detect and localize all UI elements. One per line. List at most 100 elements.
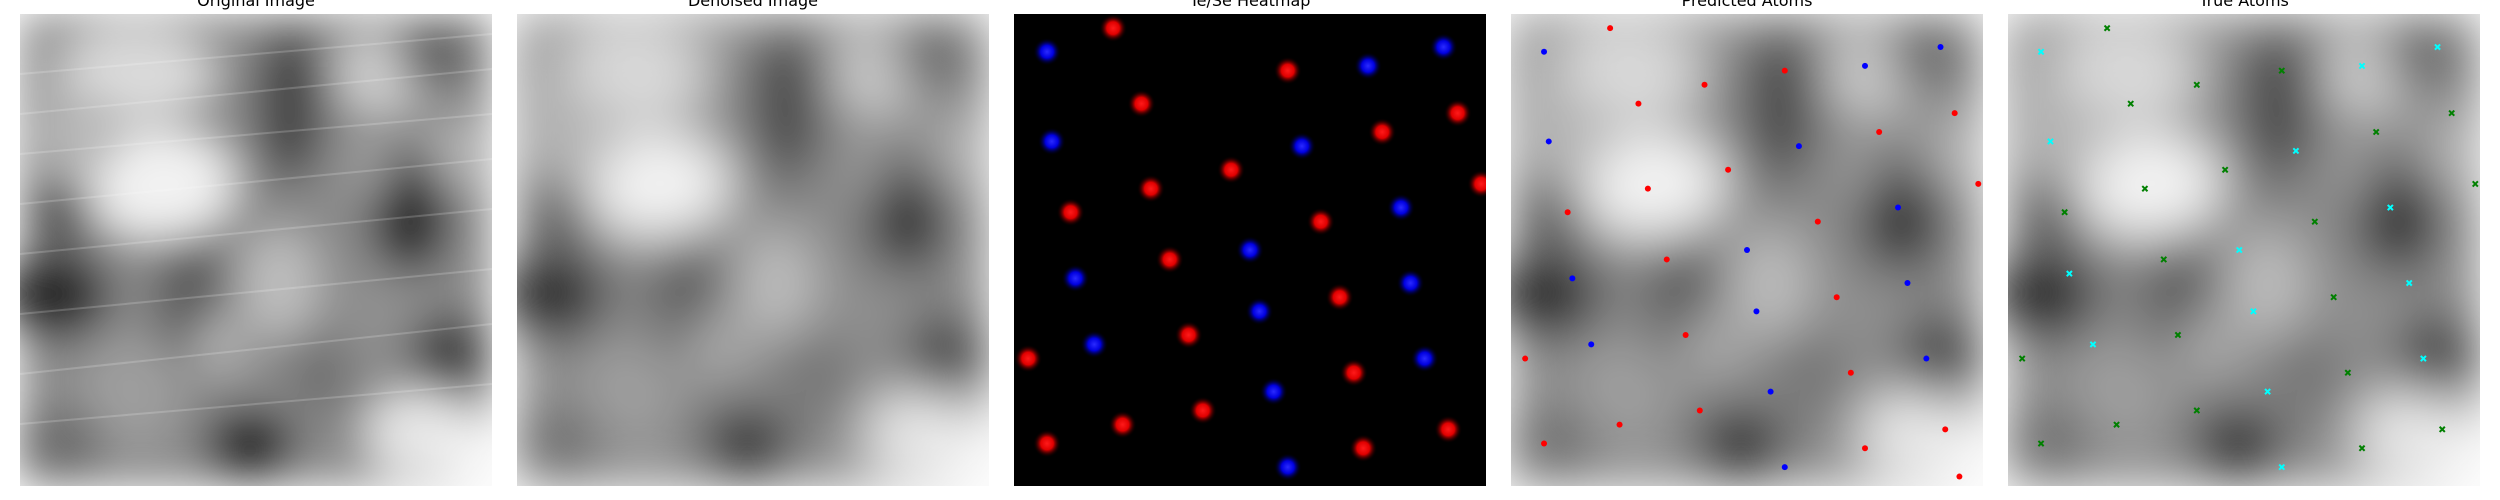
predicted-te-atom (1876, 129, 1883, 135)
predicted-te-atom (1663, 256, 1670, 263)
predicted-se-atom (1545, 138, 1552, 145)
panel-title: Denoised Image (687, 0, 819, 10)
heatmap-te-atom (1339, 358, 1368, 387)
heatmap-te-atom (1014, 344, 1043, 373)
predicted-te-atom (1847, 369, 1854, 376)
predicted-te-atom (1541, 440, 1548, 447)
heatmap-te-atom (1136, 174, 1165, 203)
predicted-te-atom (1682, 331, 1689, 338)
predicted-se-atom (1744, 247, 1750, 253)
predicted-se-atom (1753, 308, 1760, 315)
panel-predicted: Predicted Atoms (1511, 0, 1983, 500)
true-te-atom (2330, 293, 2337, 301)
true-te-atom (2127, 100, 2135, 107)
panel-denoised: Denoised Image (517, 0, 989, 500)
predicted-te-atom (1616, 421, 1623, 428)
predicted-se-atom (1795, 143, 1802, 150)
panel-title: Predicted Atoms (1681, 0, 1813, 10)
true-se-atom (2235, 246, 2243, 254)
true-te-atom (2141, 185, 2149, 192)
panel-title: True Atoms (2199, 0, 2289, 10)
predicted-se-atom (1895, 204, 1902, 211)
panel-title: Te/Se Heatmap (1189, 0, 1311, 10)
predicted-te-atom (1975, 180, 1982, 187)
heatmap-te-atom (1434, 415, 1463, 444)
original-image (20, 14, 492, 486)
true-se-atom (2037, 48, 2045, 56)
heatmap-te-atom (1217, 155, 1246, 184)
heatmap-te-atom (1174, 320, 1203, 349)
true-se-atom (2434, 43, 2441, 51)
true-se-atom (2405, 279, 2413, 287)
predicted-te-atom (1696, 407, 1703, 414)
true-se-atom (2420, 355, 2427, 362)
predicted-te-atom (1635, 100, 1642, 107)
heatmap-te-atom (1127, 89, 1156, 118)
predicted-se-atom (1541, 48, 1548, 55)
true-te-atom (2278, 67, 2286, 74)
predicted-te-atom (1607, 25, 1614, 32)
true-te-atom (2358, 444, 2366, 452)
predicted-te-atom (1814, 218, 1821, 225)
true-te-atom (2372, 128, 2380, 136)
heatmap-te-atom (1273, 56, 1302, 85)
true-se-atom (2387, 204, 2394, 211)
true-se-atom (2292, 147, 2300, 155)
panel-true: True Atoms (2008, 0, 2480, 500)
heatmap-te-atom (1033, 429, 1062, 458)
heatmap-se-atom (1037, 127, 1066, 156)
predicted-te-atom (1701, 81, 1708, 88)
heatmap-te-atom (1467, 169, 1486, 198)
heatmap-se-atom (1061, 264, 1090, 293)
heatmap-te-atom (1368, 118, 1397, 146)
predicted-se-atom (1923, 355, 1930, 362)
predicted-te-atom (1725, 166, 1732, 173)
heatmap-se-atom (1429, 33, 1458, 62)
predicted-te-atom (1564, 209, 1571, 216)
predicted-se-atom (1588, 341, 1595, 348)
true-te-atom (2103, 24, 2111, 32)
true-te-atom (2311, 218, 2319, 225)
heatmap-image (1014, 14, 1486, 486)
predicted-se-atom (1569, 275, 1576, 282)
heatmap-se-atom (1287, 132, 1316, 161)
predicted-se-atom (1781, 464, 1788, 471)
true-se-atom (2047, 138, 2054, 145)
heatmap-te-atom (1188, 396, 1217, 425)
heatmap-se-atom (1396, 269, 1425, 298)
true-se-atom (2089, 341, 2097, 348)
heatmap-te-atom (1306, 207, 1335, 236)
heatmap-se-atom (1354, 51, 1382, 80)
true-se-atom (2358, 62, 2366, 70)
panel-original: Original Image (20, 0, 492, 500)
true-se-atom (2264, 388, 2271, 395)
predicted-te-atom (1862, 445, 1868, 452)
heatmap-te-atom (1108, 410, 1137, 439)
heatmap-te-atom (1056, 198, 1085, 227)
heatmap-te-atom (1443, 99, 1472, 128)
predicted-te-atom (1956, 473, 1963, 480)
true-te-atom (2448, 109, 2455, 117)
true-te-atom (2221, 166, 2229, 174)
heatmap-se-atom (1387, 193, 1416, 222)
true-te-atom (2018, 355, 2026, 362)
predicted-se-atom (1862, 62, 1868, 69)
heatmap-se-atom (1259, 377, 1288, 406)
panel-title: Original Image (197, 0, 315, 10)
true-image (2008, 14, 2480, 486)
true-se-atom (2278, 463, 2286, 471)
panel-heatmap: Te/Se Heatmap (1014, 0, 1486, 500)
heatmap-te-atom (1099, 14, 1128, 43)
predicted-se-atom (1937, 44, 1944, 51)
heatmap-se-atom (1033, 37, 1062, 66)
true-te-atom (2193, 81, 2201, 89)
heatmap-se-atom (1410, 344, 1439, 373)
true-se-atom (2250, 308, 2257, 315)
true-te-atom (2344, 369, 2352, 377)
true-te-atom (2438, 426, 2446, 433)
predicted-se-atom (1767, 388, 1774, 395)
true-te-atom (2061, 208, 2068, 216)
predicted-te-atom (1644, 185, 1651, 192)
heatmap-te-atom (1155, 245, 1184, 274)
predicted-te-atom (1942, 426, 1949, 433)
